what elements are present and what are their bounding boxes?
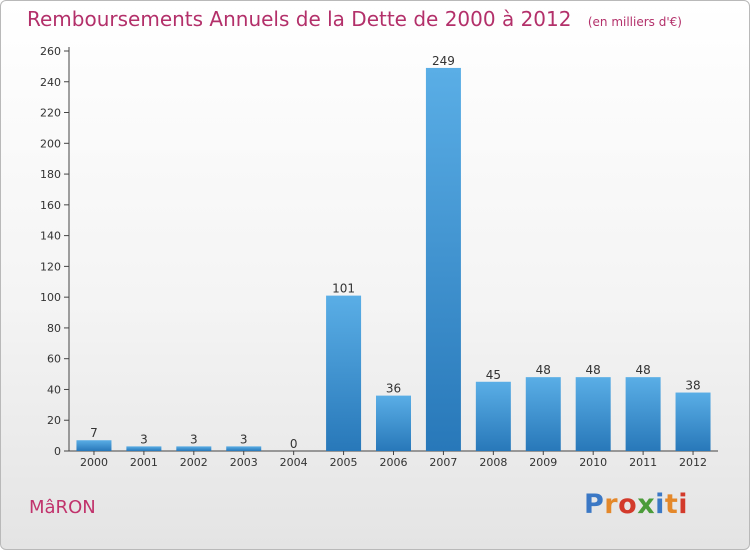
y-tick-label: 160	[40, 199, 61, 212]
x-tick-label: 2012	[679, 456, 707, 469]
logo-letter: r	[604, 489, 619, 520]
bar-2000	[76, 440, 112, 451]
logo-letter: o	[618, 489, 638, 520]
x-tick-label: 2009	[529, 456, 557, 469]
bar-2010	[575, 377, 611, 451]
x-tick-label: 2004	[280, 456, 308, 469]
x-tick-label: 2001	[130, 456, 158, 469]
value-label: 36	[386, 382, 401, 396]
bar-2009	[525, 377, 561, 451]
y-tick-label: 80	[47, 322, 61, 335]
y-tick-label: 140	[40, 230, 61, 243]
value-label: 45	[486, 368, 501, 382]
commune-name: MâRON	[29, 497, 96, 518]
value-label: 3	[140, 432, 148, 446]
bar-2005	[326, 295, 362, 451]
x-tick-label: 2003	[230, 456, 258, 469]
chart-title: Remboursements Annuels de la Dette de 20…	[27, 7, 682, 31]
bar-2001	[126, 446, 162, 451]
value-label: 7	[90, 426, 98, 440]
bar-2011	[625, 377, 661, 451]
value-label: 48	[586, 363, 601, 377]
chart-labels: 2000 7 2001 3 2002 3 2003 3 2004 0 2005 101 2006 36 20…	[80, 54, 707, 469]
logo-letter: i	[678, 489, 689, 520]
x-tick-label: 2007	[429, 456, 457, 469]
chart-bars	[76, 67, 711, 451]
logo-letter: P	[584, 489, 605, 520]
value-label: 3	[190, 432, 198, 446]
y-tick-label: 240	[40, 76, 61, 89]
y-tick-label: 200	[40, 137, 61, 150]
chart-unit: (en milliers d'€)	[587, 15, 682, 29]
value-label: 101	[332, 282, 355, 296]
value-label: 3	[240, 432, 248, 446]
chart-title-text: Remboursements Annuels de la Dette de 20…	[27, 7, 572, 31]
y-tick-label: 180	[40, 168, 61, 181]
x-tick-label: 2000	[80, 456, 108, 469]
x-tick-label: 2008	[479, 456, 507, 469]
x-tick-label: 2005	[330, 456, 358, 469]
value-label: 249	[432, 54, 455, 68]
value-label: 38	[685, 379, 700, 393]
value-label: 48	[635, 363, 650, 377]
bar-2006	[376, 395, 411, 451]
x-tick-label: 2006	[380, 456, 408, 469]
bar-2007	[425, 67, 461, 451]
x-tick-label: 2002	[180, 456, 208, 469]
bar-2012	[675, 392, 711, 451]
bar-2008	[475, 381, 511, 451]
logo-letter: i	[655, 489, 665, 520]
logo-letter: t	[664, 489, 679, 520]
bar-2003	[226, 446, 262, 451]
y-tick-label: 60	[47, 353, 61, 366]
y-tick-label: 40	[47, 383, 61, 396]
y-tick-label: 100	[40, 291, 61, 304]
x-tick-label: 2011	[629, 456, 657, 469]
y-tick-label: 0	[54, 445, 61, 458]
value-label: 0	[290, 437, 298, 451]
logo-letter: x	[637, 489, 656, 520]
y-tick-label: 220	[40, 107, 61, 120]
x-tick-label: 2010	[579, 456, 607, 469]
proxiti-logo: Proxiti	[584, 489, 688, 520]
y-tick-label: 120	[40, 260, 61, 273]
value-label: 48	[536, 363, 551, 377]
bar-2002	[176, 446, 212, 451]
y-tick-label: 20	[47, 414, 61, 427]
y-tick-label: 260	[40, 45, 61, 58]
